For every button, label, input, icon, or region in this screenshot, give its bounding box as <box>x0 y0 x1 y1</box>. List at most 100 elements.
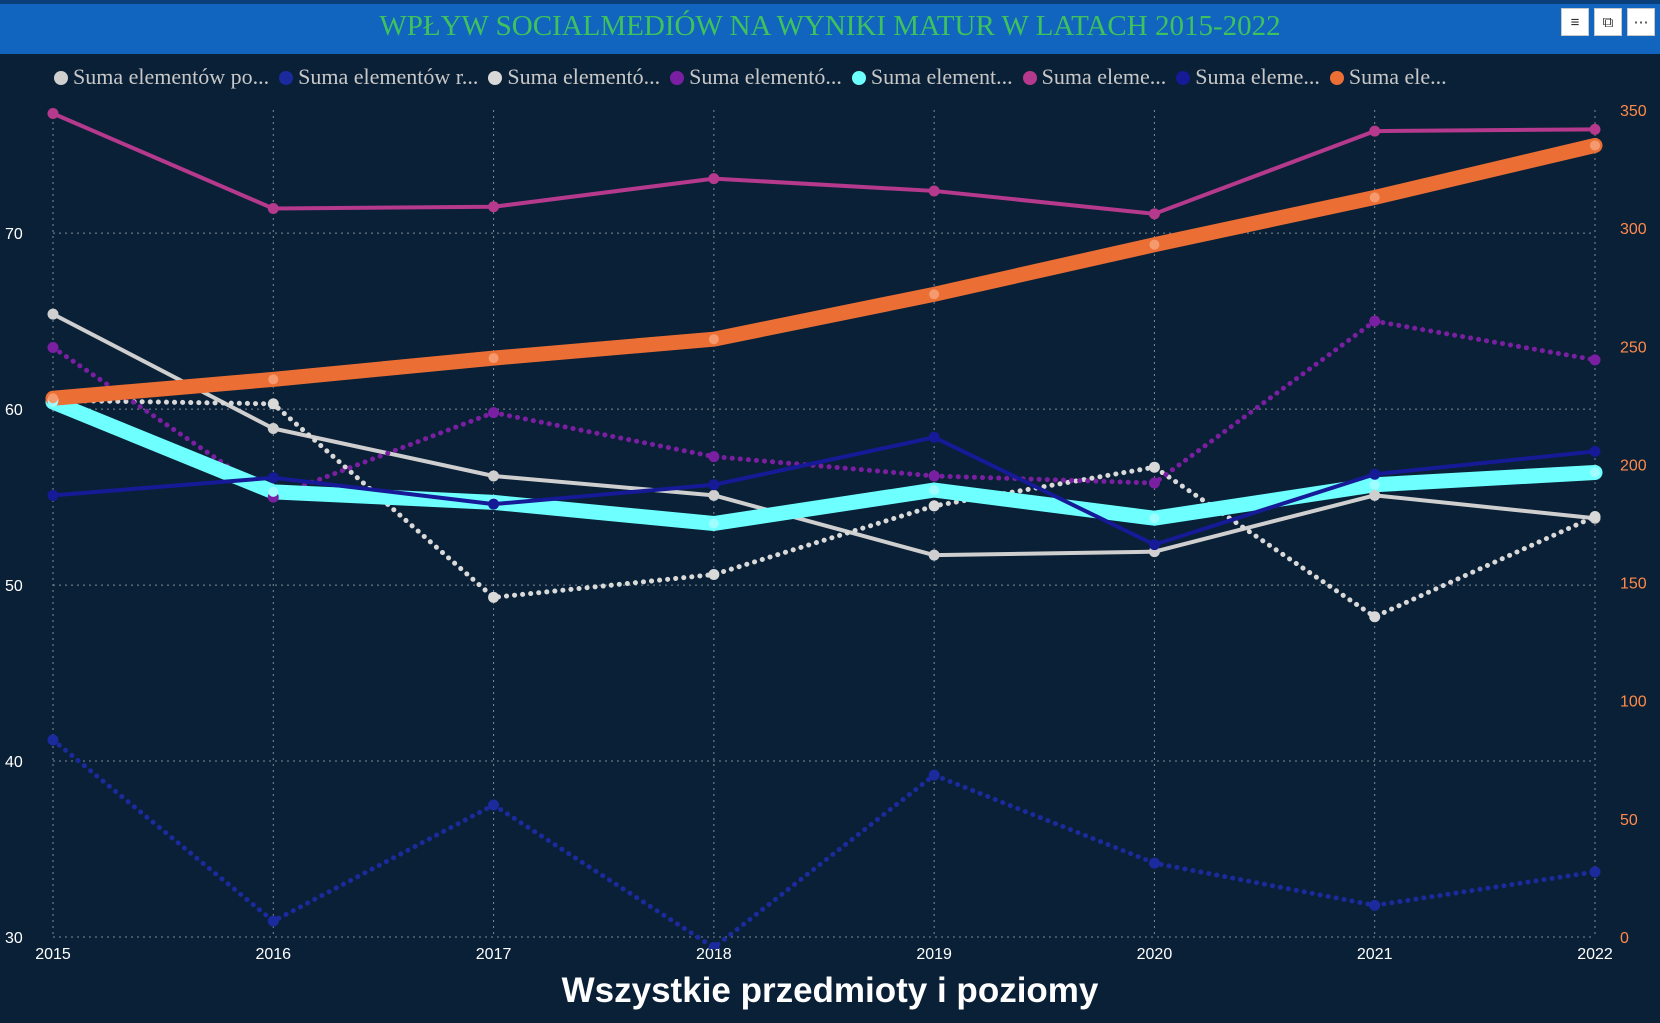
legend-marker <box>1176 71 1191 85</box>
x-tick-label: 2017 <box>476 946 512 963</box>
more-options-icon[interactable]: ⋯ <box>1627 8 1655 36</box>
series-line-6 <box>51 111 1597 216</box>
series-2-point <box>488 799 500 811</box>
y-right-tick-label: 50 <box>1620 812 1638 829</box>
series-2-point <box>1589 866 1601 878</box>
series-7-point <box>708 479 720 491</box>
legend-item[interactable]: Suma elementó... <box>488 62 660 92</box>
series-7-point <box>267 472 279 484</box>
series-3-point <box>708 569 720 581</box>
legend-label: Suma element... <box>870 64 1013 89</box>
legend-marker <box>488 71 503 85</box>
series-1-point <box>708 489 720 501</box>
legend-item[interactable]: Suma elementó... <box>670 62 842 92</box>
series-1-point <box>1369 489 1381 501</box>
series-2-point <box>1148 857 1160 869</box>
series-line-2 <box>50 737 1598 949</box>
gridlines <box>52 110 1596 938</box>
series-7-point <box>47 489 59 501</box>
series-7-point <box>1148 539 1160 551</box>
legend-label: Suma elementó... <box>689 64 842 89</box>
series-3-point <box>1369 611 1381 623</box>
y-right-tick-label: 250 <box>1620 339 1647 356</box>
series-markers <box>47 108 1601 949</box>
series-line-3 <box>50 397 1598 620</box>
series-2-point <box>708 942 720 949</box>
legend-item[interactable]: Suma elementów po... <box>54 62 269 92</box>
x-tick-label: 2021 <box>1357 946 1393 963</box>
legend-label: Suma elementów r... <box>298 64 479 89</box>
series-3-point <box>488 591 500 603</box>
series-3-point <box>1148 461 1160 473</box>
legend-item[interactable]: Suma eleme... <box>1022 62 1167 92</box>
series-8-point <box>1590 140 1600 151</box>
x-tick-label: 2015 <box>35 946 71 963</box>
legend-label: Suma eleme... <box>1195 64 1320 89</box>
x-tick-label: 2022 <box>1577 946 1613 963</box>
legend-item[interactable]: Suma element... <box>851 62 1013 92</box>
chart-title: WPŁYW SOCIALMEDIÓW NA WYNIKI MATUR W LAT… <box>379 10 1281 42</box>
x-axis-title: Wszystkie przedmioty i poziomy <box>561 971 1099 1010</box>
series-5-point <box>268 486 279 497</box>
series-lines <box>45 111 1603 949</box>
legend-item[interactable]: Suma ele... <box>1329 62 1447 92</box>
x-tick-label: 2018 <box>696 946 732 963</box>
series-8-point <box>268 374 279 385</box>
legend-marker <box>670 71 685 85</box>
filter-icon[interactable]: ≡ <box>1561 8 1589 36</box>
y-left-tick-label: 40 <box>5 754 23 771</box>
series-3-point <box>928 500 940 512</box>
series-2-point <box>1369 899 1381 911</box>
series-8-point <box>48 393 58 404</box>
y-right-tick-label: 150 <box>1620 576 1647 593</box>
y-left-tick-label: 60 <box>5 402 23 419</box>
series-5-point <box>1590 467 1600 478</box>
legend-label: Suma ele... <box>1348 64 1447 89</box>
series-7-point <box>488 498 500 510</box>
series-1-point <box>267 422 279 434</box>
series-line-7 <box>51 435 1597 547</box>
series-8-point <box>708 334 719 345</box>
series-6-point <box>1148 208 1160 220</box>
legend-marker <box>54 71 68 85</box>
series-7-point <box>1369 468 1381 480</box>
y-right-tick-label: 0 <box>1620 930 1629 947</box>
series-3-point <box>1589 510 1601 522</box>
axes: 30 40 50 60 70 0 50 100 150 200 250 300 350 2015 2016 2… <box>5 103 1647 963</box>
y-right-tick-label: 350 <box>1620 103 1647 120</box>
title-bar: WPŁYW SOCIALMEDIÓW NA WYNIKI MATUR W LAT… <box>0 0 1660 54</box>
legend-label: Suma eleme... <box>1041 64 1167 89</box>
x-tick-label: 2020 <box>1137 946 1173 963</box>
series-8-point <box>488 353 499 364</box>
series-line-5 <box>45 394 1603 531</box>
series-4-point <box>1148 477 1160 489</box>
series-4-point <box>488 407 500 419</box>
series-3-point <box>267 398 279 410</box>
y-left-tick-label: 30 <box>5 930 23 947</box>
y-right-tick-label: 100 <box>1620 694 1647 711</box>
chart-legend: Suma elementów po... Suma elementów r... S… <box>54 62 1457 92</box>
series-6-point <box>488 201 500 213</box>
x-tick-label: 2016 <box>255 946 291 963</box>
series-6-point <box>708 173 720 185</box>
series-1-point <box>488 470 500 482</box>
focus-mode-icon[interactable]: ⧉ <box>1594 8 1622 36</box>
series-line-1 <box>51 312 1597 558</box>
legend-marker <box>279 71 294 85</box>
y-left-tick-label: 70 <box>5 226 23 243</box>
series-4-point <box>928 470 940 482</box>
series-8-point <box>929 289 940 300</box>
series-7-point <box>1589 445 1601 457</box>
legend-item[interactable]: Suma eleme... <box>1176 62 1320 92</box>
series-8-point <box>1149 239 1160 250</box>
series-6-point <box>1369 125 1381 137</box>
series-1-point <box>47 308 59 320</box>
legend-item[interactable]: Suma elementów r... <box>279 62 478 92</box>
legend-marker <box>1329 71 1344 85</box>
legend-marker <box>1022 71 1037 85</box>
series-4-point <box>708 451 720 463</box>
legend-label: Suma elementów po... <box>73 64 270 89</box>
series-2-point <box>928 769 940 781</box>
